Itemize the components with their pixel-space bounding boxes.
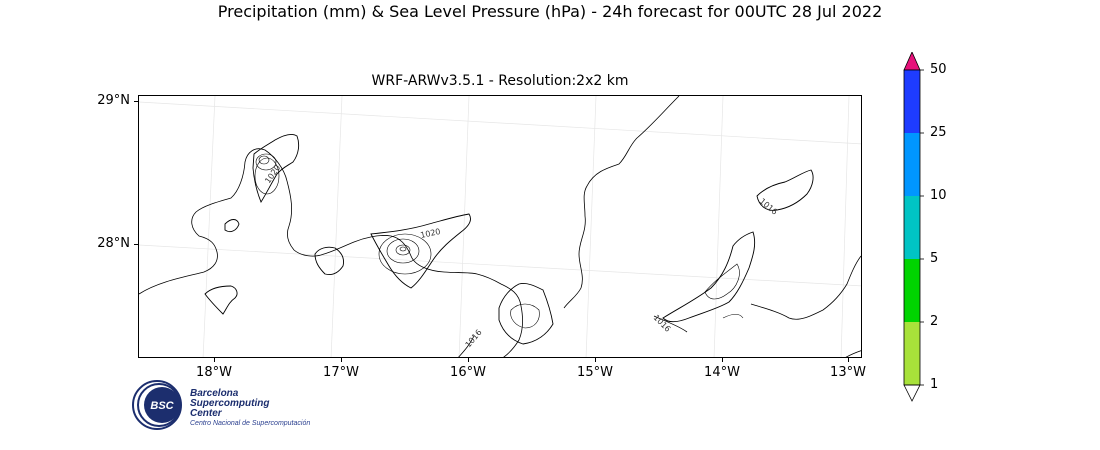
islet: [224, 219, 240, 233]
graticule: [139, 96, 861, 357]
lat-label-28n: 28°N: [97, 236, 130, 251]
colorbar-tick-label: 1: [930, 377, 939, 392]
island-la-gomera: [314, 246, 344, 275]
map-canvas: 1020 1020 1016 1016 1016: [139, 96, 861, 357]
island-lanzarote: [756, 169, 814, 211]
bsc-logo: BSC: [132, 380, 182, 430]
contour-label: 1020: [420, 227, 442, 240]
lat-label-29n: 29°N: [97, 93, 130, 108]
lon-tick: [341, 358, 342, 362]
colorbar-segment: [904, 322, 920, 385]
colorbar: [880, 51, 960, 402]
colorbar-canvas: [903, 51, 924, 402]
colorbar-tick-label: 10: [930, 188, 947, 203]
logo-tagline: Centro Nacional de Supercomputación: [190, 420, 311, 427]
main-title: Precipitation (mm) & Sea Level Pressure …: [217, 2, 883, 21]
lon-tick: [468, 358, 469, 362]
inner-contours: [254, 153, 744, 329]
contour-label: 1016: [464, 328, 484, 349]
lon-tick: [848, 358, 849, 362]
bsc-logo-mark: BSC: [132, 380, 182, 430]
colorbar-extend-max: [903, 51, 921, 71]
island-la-palma: [252, 133, 300, 203]
contour-label: 1016: [652, 313, 673, 334]
lon-label-17w: 17°W: [323, 365, 359, 380]
colorbar-extend-min: [903, 384, 921, 402]
colorbar-segment: [904, 133, 920, 196]
bsc-logo-badge: BSC: [150, 400, 174, 412]
colorbar-tick-label: 50: [930, 62, 947, 77]
lon-label-18w: 18°W: [196, 365, 232, 380]
island-tenerife: [370, 213, 472, 289]
logo-line-3: Center: [190, 408, 222, 419]
island-fuerteventura: [662, 231, 756, 323]
pressure-contours: [139, 96, 861, 357]
colorbar-segment: [904, 259, 920, 322]
island-gran-canaria: [498, 283, 554, 345]
map-panel: 1020 1020 1016 1016 1016: [138, 95, 862, 358]
contour-label: 1016: [758, 197, 779, 217]
colorbar-segment: [904, 196, 920, 259]
lon-tick: [722, 358, 723, 362]
contour-label: 1020: [263, 163, 282, 185]
colorbar-outline: [903, 69, 921, 386]
lat-tick: [134, 101, 138, 102]
lon-label-15w: 15°W: [577, 365, 613, 380]
island-el-hierro: [204, 285, 238, 315]
colorbar-segment: [904, 70, 920, 133]
lon-label-14w: 14°W: [704, 365, 740, 380]
lon-label-16w: 16°W: [450, 365, 486, 380]
logo-line-2: Supercomputing: [190, 398, 270, 409]
lon-label-13w: 13°W: [830, 365, 866, 380]
colorbar-tick-label: 2: [930, 314, 939, 329]
lon-tick: [214, 358, 215, 362]
colorbar-tick-label: 5: [930, 251, 939, 266]
colorbar-tick-label: 25: [930, 125, 947, 140]
coastlines: [204, 133, 814, 345]
lat-tick: [134, 244, 138, 245]
logo-line-1: Barcelona: [190, 388, 239, 399]
lon-tick: [595, 358, 596, 362]
map-subtitle: WRF-ARWv3.5.1 - Resolution:2x2 km: [371, 73, 629, 89]
